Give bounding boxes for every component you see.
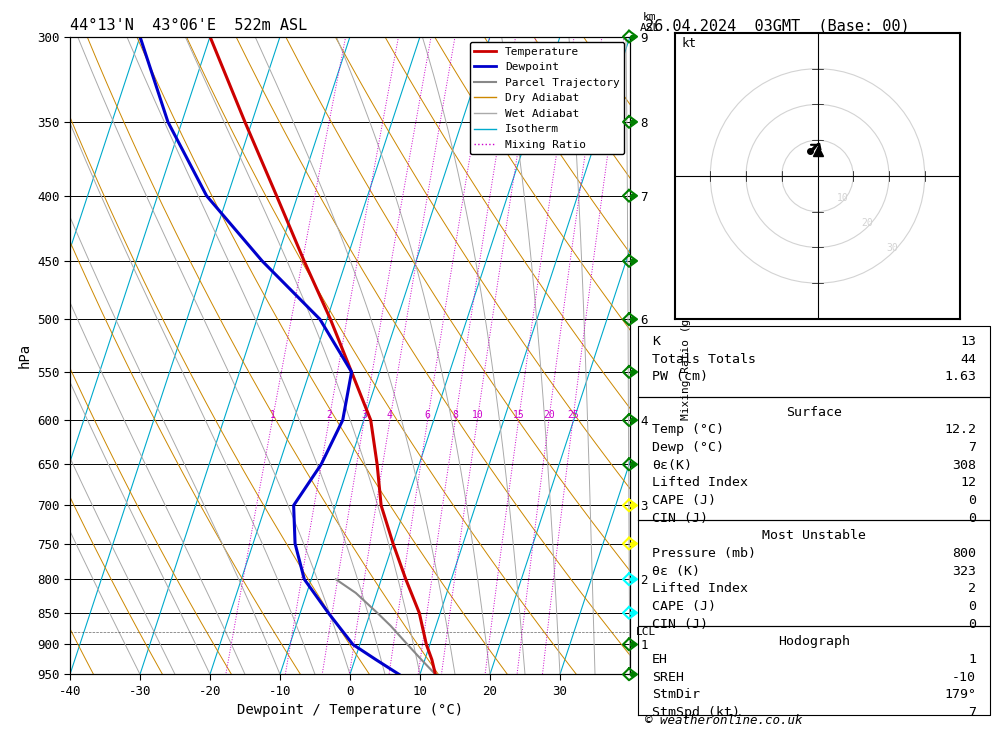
- Text: 8: 8: [452, 410, 458, 420]
- Text: SREH: SREH: [652, 671, 684, 684]
- Text: CIN (J): CIN (J): [652, 512, 708, 525]
- Text: 3: 3: [361, 410, 367, 420]
- Text: -10: -10: [952, 671, 976, 684]
- Text: 1.63: 1.63: [944, 370, 976, 383]
- Text: 179°: 179°: [944, 688, 976, 701]
- Text: kt: kt: [682, 37, 697, 51]
- Text: 13: 13: [960, 335, 976, 348]
- Text: θε (K): θε (K): [652, 564, 700, 578]
- Text: 15: 15: [513, 410, 524, 420]
- Text: 44°13'N  43°06'E  522m ASL: 44°13'N 43°06'E 522m ASL: [70, 18, 307, 33]
- Y-axis label: hPa: hPa: [18, 343, 32, 368]
- Text: 7: 7: [968, 706, 976, 719]
- Text: 6: 6: [425, 410, 430, 420]
- Text: CIN (J): CIN (J): [652, 617, 708, 630]
- Text: 1: 1: [269, 410, 275, 420]
- Text: Pressure (mb): Pressure (mb): [652, 547, 756, 560]
- Legend: Temperature, Dewpoint, Parcel Trajectory, Dry Adiabat, Wet Adiabat, Isotherm, Mi: Temperature, Dewpoint, Parcel Trajectory…: [470, 43, 624, 155]
- Text: LCL: LCL: [636, 627, 656, 637]
- Text: 0: 0: [968, 617, 976, 630]
- Text: 25: 25: [567, 410, 579, 420]
- Text: 0: 0: [968, 512, 976, 525]
- Text: Lifted Index: Lifted Index: [652, 476, 748, 490]
- Text: 30: 30: [887, 243, 898, 253]
- Text: 308: 308: [952, 459, 976, 471]
- Text: 20: 20: [543, 410, 555, 420]
- Text: θε(K): θε(K): [652, 459, 692, 471]
- Text: 12: 12: [960, 476, 976, 490]
- Text: 26.04.2024  03GMT  (Base: 00): 26.04.2024 03GMT (Base: 00): [645, 18, 910, 33]
- Text: Lifted Index: Lifted Index: [652, 582, 748, 595]
- Text: 10: 10: [837, 193, 848, 203]
- Text: 0: 0: [968, 600, 976, 613]
- Text: 7: 7: [968, 441, 976, 454]
- Text: 4: 4: [387, 410, 393, 420]
- Text: 323: 323: [952, 564, 976, 578]
- Text: Temp (°C): Temp (°C): [652, 423, 724, 436]
- Text: Dewp (°C): Dewp (°C): [652, 441, 724, 454]
- Text: 2: 2: [968, 582, 976, 595]
- Text: 20: 20: [862, 218, 873, 228]
- Text: 12.2: 12.2: [944, 423, 976, 436]
- Text: StmSpd (kt): StmSpd (kt): [652, 706, 740, 719]
- Text: EH: EH: [652, 653, 668, 666]
- Text: CAPE (J): CAPE (J): [652, 600, 716, 613]
- Text: © weatheronline.co.uk: © weatheronline.co.uk: [645, 714, 802, 727]
- X-axis label: Dewpoint / Temperature (°C): Dewpoint / Temperature (°C): [237, 704, 463, 718]
- Text: CAPE (J): CAPE (J): [652, 494, 716, 507]
- Text: 2: 2: [326, 410, 332, 420]
- Text: Surface: Surface: [786, 405, 842, 419]
- Text: 10: 10: [471, 410, 483, 420]
- Text: 0: 0: [968, 494, 976, 507]
- Text: Mixing Ratio (g/kg): Mixing Ratio (g/kg): [681, 292, 691, 419]
- Text: 44: 44: [960, 353, 976, 366]
- Text: K: K: [652, 335, 660, 348]
- Text: PW (cm): PW (cm): [652, 370, 708, 383]
- Text: 800: 800: [952, 547, 976, 560]
- Text: StmDir: StmDir: [652, 688, 700, 701]
- Text: Hodograph: Hodograph: [778, 636, 850, 648]
- Text: 1: 1: [968, 653, 976, 666]
- Text: Totals Totals: Totals Totals: [652, 353, 756, 366]
- Text: km
ASL: km ASL: [639, 12, 660, 34]
- Text: Most Unstable: Most Unstable: [762, 529, 866, 542]
